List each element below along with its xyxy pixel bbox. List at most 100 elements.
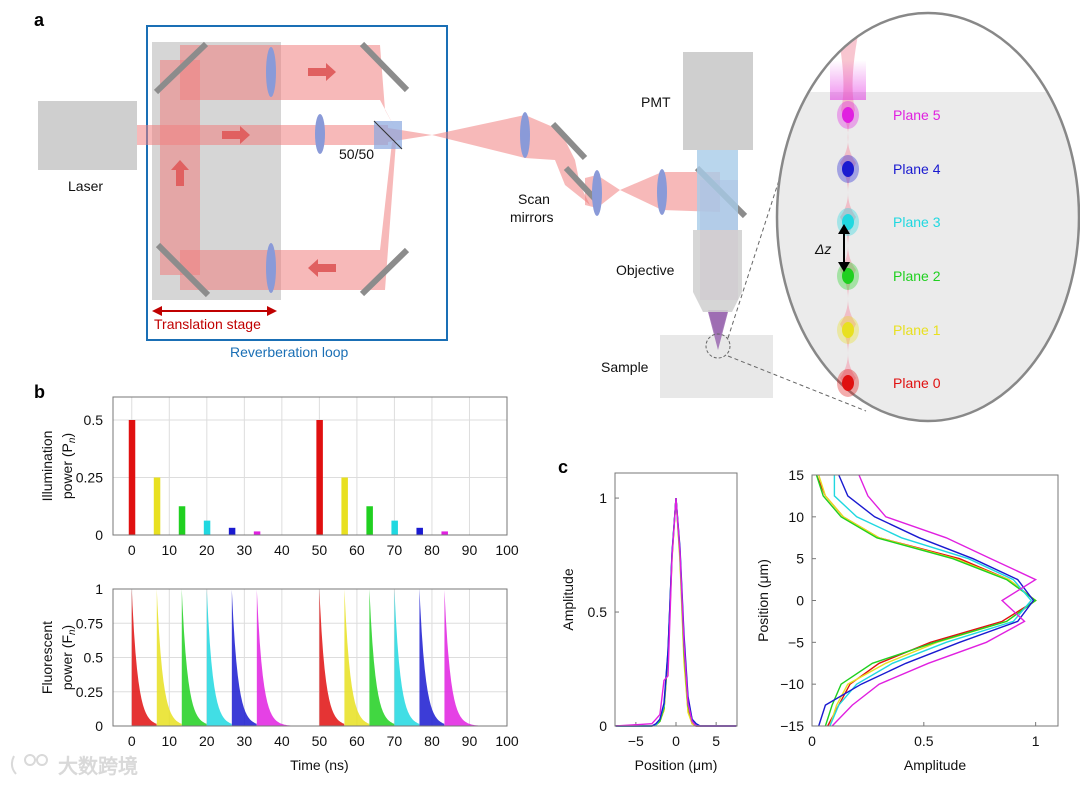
y-tick-label: 0 <box>796 593 804 609</box>
plane-label: Plane 3 <box>893 214 941 230</box>
y-tick-label: 1 <box>95 581 103 597</box>
fluorescence-decay-area <box>131 589 157 726</box>
y-axis-title: Fluorescent <box>39 621 55 694</box>
reverberation-loop-box <box>146 25 448 341</box>
y-tick-label: −10 <box>780 676 804 692</box>
series-line-plane-3 <box>829 475 1033 727</box>
fluorescence-decay-area <box>206 589 232 726</box>
x-tick-label: 10 <box>161 733 177 749</box>
bar <box>366 506 373 535</box>
lenses <box>266 47 667 293</box>
panel-b-letter: b <box>34 382 45 402</box>
x-tick-label: 80 <box>424 542 440 558</box>
pmt-box <box>683 52 753 150</box>
focal-spot <box>842 161 854 177</box>
x-tick-label: 100 <box>495 542 519 558</box>
fluorescence-decay-area <box>344 589 370 726</box>
bar <box>178 506 186 535</box>
y-axis-title: Position (μm) <box>755 559 771 642</box>
y-tick-label: 0 <box>599 718 607 734</box>
panel-c-letter: c <box>558 457 568 477</box>
bar <box>391 520 398 535</box>
plot-frame <box>112 588 508 727</box>
fluorescence-decay-area <box>394 589 420 726</box>
bar <box>128 420 136 535</box>
y-tick-label: 5 <box>796 551 804 567</box>
y-tick-label: −15 <box>780 718 804 734</box>
y-tick-label: 0.5 <box>84 650 104 666</box>
bar <box>441 531 448 535</box>
x-axis-title: Time (ns) <box>290 757 349 773</box>
focus-zoom-circle <box>705 333 731 359</box>
series-line-plane-5 <box>615 498 737 727</box>
fluorescence-decay-area <box>181 589 207 726</box>
x-tick-label: 50 <box>312 733 328 749</box>
plane-label: Plane 0 <box>893 375 941 391</box>
y-tick-label: 0 <box>95 718 103 734</box>
focal-planes-inset: Plane 5 Plane 4 Plane 3 Plane 2 Plane 1 Plane… <box>775 11 1080 423</box>
chart-fluorescence: 0 10 20 30 40 50 60 70 80 90 100 0 0.25 0.5 0.75 1 Fluor… <box>39 581 519 773</box>
y-tick-label: 1 <box>599 490 607 506</box>
y-axis-title: Amplitude <box>560 568 576 630</box>
y-tick-label: 0.25 <box>76 684 103 700</box>
x-tick-label: 30 <box>237 733 253 749</box>
laser-label: Laser <box>68 178 103 194</box>
y-tick-label: 0.5 <box>588 604 608 620</box>
x-tick-label: 70 <box>387 733 403 749</box>
focal-spot <box>842 107 854 123</box>
laser-box <box>38 101 137 170</box>
bar <box>203 520 211 535</box>
y-tick-label: 0.75 <box>76 615 103 631</box>
delta-z-label: Δz <box>814 241 831 257</box>
x-tick-label: 30 <box>237 542 253 558</box>
series-line-plane-4 <box>615 498 737 727</box>
x-tick-label: 0 <box>672 733 680 749</box>
plane-label: Plane 1 <box>893 322 941 338</box>
x-axis-title: Position (μm) <box>635 757 718 773</box>
reverberation-loop-label: Reverberation loop <box>230 344 349 360</box>
chart-illumination: 0 10 20 30 40 50 60 70 80 90 100 0 0.25 0.5 Illuminati… <box>39 396 519 558</box>
focal-spot <box>842 268 854 284</box>
plot-frame <box>112 396 508 536</box>
x-tick-label: 90 <box>462 733 478 749</box>
x-tick-label: 0 <box>128 542 136 558</box>
fluorescence-decay-area <box>319 589 345 726</box>
series-line-plane-0 <box>615 498 737 727</box>
arrow-right-icon <box>308 63 336 81</box>
fluorescence-decay-area <box>256 589 317 726</box>
watermark-logo-icon <box>10 754 48 775</box>
focal-spot <box>842 375 854 391</box>
fluorescence-decay-area <box>419 589 445 726</box>
bar <box>316 420 323 535</box>
y-tick-label: 0 <box>95 527 103 543</box>
series-line-plane-3 <box>615 498 737 727</box>
series-line-plane-5 <box>831 474 1038 727</box>
bar <box>341 477 348 535</box>
arrow-right-icon <box>222 126 250 144</box>
fluorescence-decay-area <box>369 589 395 726</box>
y-axis-subtitle: power (Fn) <box>59 625 78 690</box>
x-tick-label: 20 <box>199 733 215 749</box>
plot-frame <box>811 474 1059 727</box>
arrow-left-icon <box>308 259 336 277</box>
x-tick-label: 0 <box>128 733 136 749</box>
bar <box>253 531 261 535</box>
scan-mirrors-label-line2: mirrors <box>510 209 554 225</box>
y-axis-subscript: n <box>67 437 78 443</box>
x-tick-label: 20 <box>199 542 215 558</box>
x-tick-label: 70 <box>387 542 403 558</box>
x-tick-label: 100 <box>495 733 519 749</box>
arrow-up-icon <box>171 160 189 186</box>
x-tick-label: 60 <box>349 542 365 558</box>
y-axis-subtitle-text: power (F <box>59 635 75 690</box>
translation-stage-arrow <box>152 306 277 316</box>
plane-label: Plane 2 <box>893 268 941 284</box>
x-tick-label: 50 <box>312 542 328 558</box>
x-tick-label: 40 <box>274 542 290 558</box>
x-tick-label: 90 <box>462 542 478 558</box>
objective-label: Objective <box>616 262 675 278</box>
bar <box>416 527 423 535</box>
fluorescence-decay-area <box>156 589 182 726</box>
translation-stage-label: Translation stage <box>154 316 261 332</box>
